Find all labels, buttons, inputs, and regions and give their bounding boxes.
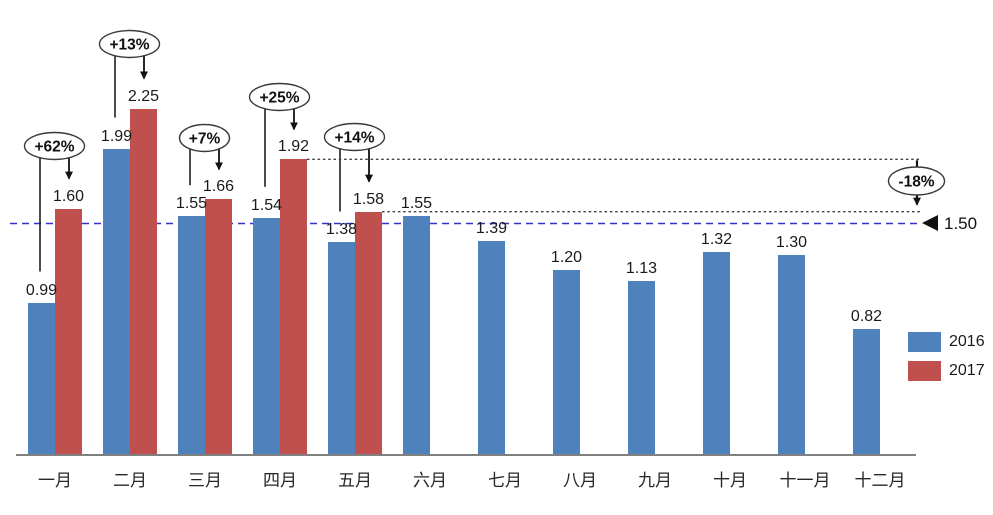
bar-2017-3 (205, 199, 232, 455)
growth-label-2: +13% (109, 37, 149, 54)
reference-line-label: 1.50 (944, 214, 978, 233)
reference-marker-triangle-icon (922, 215, 938, 231)
legend-item-2016: 2016 (908, 332, 985, 352)
value-label-2017-3: 1.66 (202, 178, 235, 196)
value-label-2017-5: 1.58 (352, 190, 385, 208)
value-label-2017-4: 1.92 (277, 138, 310, 156)
legend-label-2017: 2017 (949, 362, 985, 379)
value-label-2016-9: 1.13 (625, 259, 658, 277)
x-axis-label-7: 七月 (488, 471, 522, 490)
legend-swatch-2016 (908, 332, 941, 352)
bar-2016-6 (403, 216, 430, 455)
x-axis-label-4: 四月 (263, 471, 297, 490)
bar-2016-8 (553, 270, 580, 455)
bar-2016-11 (778, 254, 805, 455)
decline-ellipse (887, 166, 946, 196)
legend: 2016 2017 (908, 332, 985, 390)
value-label-2016-11: 1.30 (775, 233, 808, 251)
x-axis-label-11: 十一月 (779, 471, 831, 490)
value-label-2017-1: 1.60 (52, 187, 85, 205)
growth-ellipse-3 (178, 123, 231, 153)
legend-item-2017: 2017 (908, 361, 985, 381)
bar-2017-4 (280, 159, 307, 455)
x-axis-label-8: 八月 (563, 471, 597, 490)
x-axis-label-9: 九月 (638, 471, 672, 490)
bar-2016-5 (328, 242, 355, 455)
growth-ellipse-5 (323, 122, 386, 152)
bar-2016-7 (478, 240, 505, 455)
value-label-2016-6: 1.55 (400, 195, 433, 213)
x-axis-label-2: 二月 (113, 471, 147, 490)
value-label-2016-2: 1.99 (100, 127, 133, 145)
bar-2016-2 (103, 148, 130, 455)
value-label-2017-2: 2.25 (127, 87, 160, 105)
growth-label-5: +14% (334, 130, 374, 147)
x-axis-label-6: 六月 (413, 471, 447, 490)
value-label-2016-8: 1.20 (550, 249, 583, 267)
x-axis-label-1: 一月 (38, 471, 72, 490)
x-axis-label-3: 三月 (188, 471, 222, 490)
growth-ellipse-2 (98, 29, 161, 59)
bar-2016-3 (178, 216, 205, 455)
x-axis-label-12: 十二月 (854, 471, 906, 490)
value-label-2016-10: 1.32 (700, 230, 733, 248)
value-label-2016-12: 0.82 (850, 307, 883, 325)
bar-2016-9 (628, 280, 655, 455)
decline-label: -18% (898, 174, 934, 191)
bar-2016-1 (28, 302, 55, 455)
x-axis-label-5: 五月 (338, 471, 372, 490)
growth-ellipse-4 (248, 82, 311, 112)
value-label-2016-7: 1.39 (475, 219, 508, 237)
bar-2017-2 (130, 108, 157, 455)
legend-label-2016: 2016 (949, 333, 985, 350)
x-axis-line (16, 454, 916, 456)
growth-label-1: +62% (34, 139, 74, 156)
growth-label-4: +25% (259, 90, 299, 107)
growth-ellipse-1 (23, 131, 86, 161)
value-label-2016-3: 1.55 (175, 195, 208, 213)
x-axis-label-10: 十月 (713, 471, 747, 490)
value-label-2016-1: 0.99 (25, 281, 58, 299)
bar-2016-12 (853, 328, 880, 455)
value-label-2016-5: 1.38 (325, 221, 358, 239)
legend-swatch-2017 (908, 361, 941, 381)
growth-label-3: +7% (189, 131, 221, 148)
bar-2017-1 (55, 208, 82, 455)
bar-2017-5 (355, 211, 382, 455)
bar-2016-10 (703, 251, 730, 455)
bar-2016-4 (253, 217, 280, 455)
value-label-2016-4: 1.54 (250, 196, 283, 214)
